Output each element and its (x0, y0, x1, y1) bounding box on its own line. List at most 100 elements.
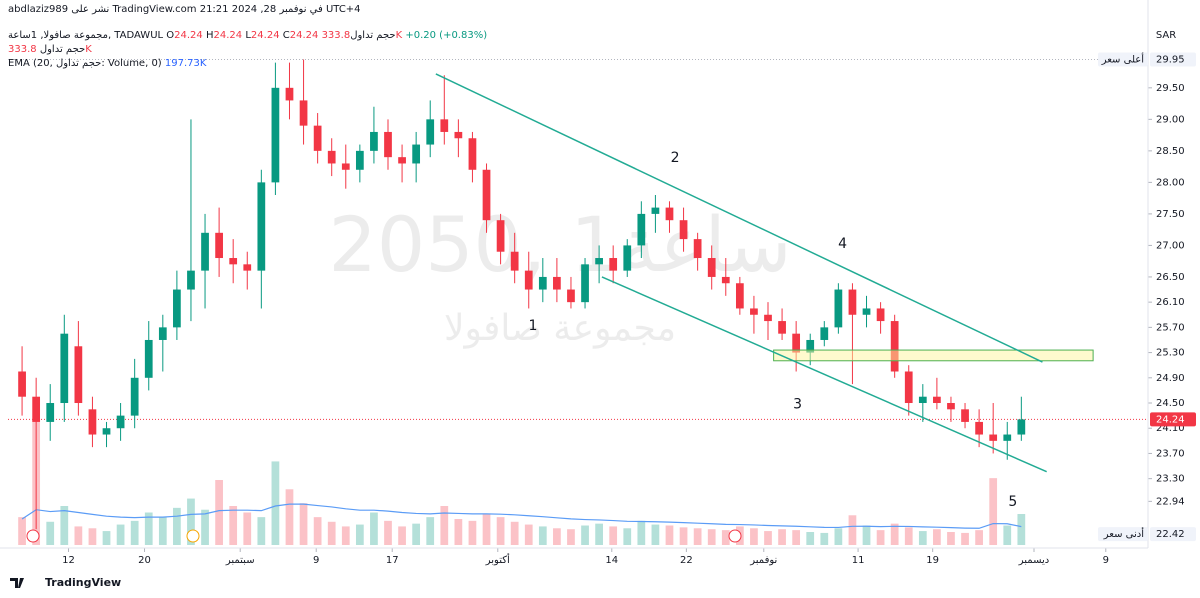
candle-body (778, 321, 786, 334)
candle-body (384, 131, 392, 158)
volume-bar (665, 525, 674, 545)
annotation: 5 (1008, 494, 1017, 510)
volume-bar (989, 478, 998, 545)
candle-body (750, 308, 758, 315)
volume-bar (721, 530, 730, 545)
volume-bar (1017, 514, 1026, 545)
candle-body (637, 213, 646, 246)
candle-body (721, 276, 730, 284)
candle-body (257, 182, 266, 271)
candle-body (299, 100, 308, 126)
volume-value: 333.8K (8, 44, 92, 55)
volume-bar (679, 527, 688, 545)
volume-bar (201, 509, 209, 545)
candle-body (848, 289, 857, 315)
candle-body (581, 264, 589, 303)
candle-body (947, 403, 955, 410)
candle-body (229, 258, 238, 265)
ema-label: EMA (20, حجم تداول: Volume, 0) (8, 58, 162, 69)
volume-label: حجم تداول (39, 44, 86, 55)
legend-line: EMA (20, حجم تداول: Volume, 0) 197.73K (8, 58, 206, 69)
ohlc-value: 24.24 (289, 30, 319, 41)
candle-body (820, 327, 829, 340)
x-tick-label: ديسمبر (1018, 555, 1049, 566)
volume-bar (426, 517, 435, 545)
volume-bar (243, 512, 252, 545)
candle-body (510, 251, 519, 271)
candle-body (975, 421, 983, 435)
volume-bar (581, 525, 589, 545)
volume-bar (60, 506, 69, 545)
candle-body (187, 270, 195, 290)
candle-body (271, 87, 280, 183)
y-tick-label: 29.50 (1156, 83, 1185, 94)
volume-bar (792, 530, 801, 545)
candle-body (1003, 434, 1012, 441)
volume-bar (764, 531, 772, 545)
ohlc-label: O (166, 30, 175, 41)
ohlc-label: H (205, 30, 214, 41)
price-tag-label: أدنى سعر (1103, 527, 1144, 540)
volume-bar (524, 524, 533, 545)
ohlc-value: 24.24 (250, 30, 280, 41)
volume-bar (496, 517, 505, 545)
change: +0.20 (+0.83%) (405, 30, 488, 41)
volume-bar (257, 517, 266, 545)
currency: SAR (1156, 30, 1176, 41)
legend-line: مجموعة صافولا, 1ساعة, TADAWUL O24.24 H24… (8, 30, 487, 41)
candle-body (468, 138, 477, 170)
candle-body (961, 409, 969, 422)
event-icons (26, 529, 742, 543)
y-tick-label: 24.90 (1156, 373, 1185, 384)
volume-bar (88, 528, 97, 545)
candle-body (355, 150, 364, 170)
volume-bar (398, 526, 406, 545)
ohlc-value: 24.24 (174, 30, 203, 41)
volume-bar (271, 461, 280, 545)
volume-bar (327, 521, 336, 545)
brand: TradingView (45, 576, 121, 589)
volume-bar (144, 512, 153, 545)
candle-body (890, 321, 899, 372)
candle-body (102, 428, 111, 435)
ohlc-label: C (282, 30, 290, 41)
candle-body (32, 396, 41, 422)
price-box (1150, 527, 1196, 542)
price-tag-label: أعلى سعر (1101, 52, 1145, 65)
volume-bar (102, 531, 111, 545)
candle-body (454, 131, 463, 139)
candle-body (693, 239, 702, 259)
volume-bar (961, 532, 969, 545)
x-tick-label: 20 (138, 555, 151, 566)
x-tick-label: 19 (926, 555, 939, 566)
y-tick-label: 25.30 (1156, 348, 1185, 359)
candle-body (482, 169, 491, 221)
candle-body (130, 377, 139, 416)
volume-bar (890, 523, 899, 545)
candle-body (496, 220, 505, 252)
price-box-label: 22.42 (1156, 529, 1185, 540)
x-tick-label: 9 (313, 555, 319, 566)
volume-bar (215, 480, 223, 545)
volume-bar (454, 519, 463, 545)
candle-body (609, 258, 618, 271)
candle-body (707, 258, 716, 277)
volume-bar (623, 528, 632, 545)
volume-bar (538, 526, 547, 545)
ohlc: O24.24 H24.24 L24.24 C24.24 (166, 30, 321, 41)
x-tick-label: 14 (605, 555, 618, 566)
volume-bar (299, 503, 308, 545)
volume-bar (482, 514, 491, 545)
ohlc-label: L (245, 30, 251, 41)
logo (10, 578, 24, 588)
y-tick-label: 28.00 (1156, 177, 1185, 188)
y-tick-label: 23.30 (1156, 474, 1185, 485)
trendline (435, 73, 1043, 363)
candle-body (553, 276, 561, 290)
candle-body (18, 371, 26, 397)
volume-bar (18, 517, 26, 545)
y-tick-label: 23.70 (1156, 448, 1185, 459)
candle-body (679, 220, 688, 240)
x-tick-label: 22 (680, 555, 693, 566)
